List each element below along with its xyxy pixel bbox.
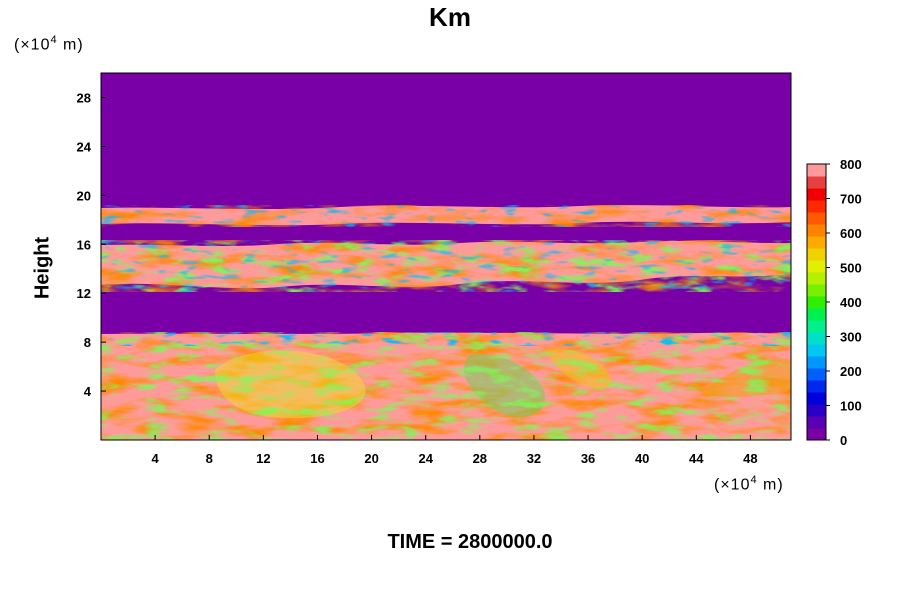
colorbar-tick-label: 200 xyxy=(840,364,862,379)
chart-title: Km xyxy=(429,2,471,32)
colorbar-swatch xyxy=(807,404,826,417)
x-tick-label: 28 xyxy=(473,451,487,466)
x-axis-unit: (×104 m) xyxy=(714,474,784,494)
colorbar-swatch xyxy=(807,224,826,237)
y-unit-prefix: (×10 xyxy=(14,36,51,54)
upper-band xyxy=(101,205,791,227)
colorbar-swatch xyxy=(807,212,826,225)
colorbar-tick-label: 0 xyxy=(840,433,847,448)
colorbar-swatch xyxy=(807,200,826,213)
colorbar-swatch xyxy=(807,272,826,285)
x-unit-prefix: (×10 xyxy=(714,476,751,494)
middle-band xyxy=(101,240,791,292)
y-tick-label: 20 xyxy=(77,188,91,203)
y-tick-label: 16 xyxy=(77,237,91,252)
x-axis-ticks: 4 8 12 16 20 24 28 32 36 40 44 48 xyxy=(152,435,758,466)
colorbar-swatch xyxy=(807,308,826,321)
y-tick-label: 28 xyxy=(77,90,91,105)
colorbar-swatch xyxy=(807,332,826,345)
x-tick-label: 8 xyxy=(206,451,213,466)
colorbar-swatch xyxy=(807,320,826,333)
colorbar-ticks: 0 100 200 300 400 500 600 700 800 xyxy=(826,157,862,448)
y-unit-suffix: m) xyxy=(57,36,84,54)
colorbar-swatch xyxy=(807,248,826,261)
x-tick-label: 20 xyxy=(364,451,378,466)
colorbar-swatch xyxy=(807,188,826,201)
colorbar-swatch xyxy=(807,344,826,357)
y-tick-label: 12 xyxy=(77,286,91,301)
colorbar-swatch xyxy=(807,260,826,273)
x-tick-label: 16 xyxy=(310,451,324,466)
colorbar-swatch xyxy=(807,296,826,309)
colorbar-tick-label: 400 xyxy=(840,295,862,310)
y-tick-label: 4 xyxy=(84,384,92,399)
colorbar-swatch xyxy=(807,380,826,393)
colorbar-tick-label: 700 xyxy=(840,192,862,207)
colorbar-swatch xyxy=(807,356,826,369)
colorbar-tick-label: 100 xyxy=(840,399,862,414)
colorbar-swatch xyxy=(807,164,826,177)
x-tick-label: 36 xyxy=(581,451,595,466)
colorbar-swatch xyxy=(807,284,826,297)
x-tick-label: 40 xyxy=(635,451,649,466)
colorbar-tick-label: 800 xyxy=(840,157,862,172)
time-label: TIME = 2800000.0 xyxy=(387,531,553,553)
colorbar-swatch xyxy=(807,416,826,429)
x-tick-label: 12 xyxy=(256,451,270,466)
colorbar-swatch xyxy=(807,368,826,381)
lower-layer xyxy=(101,332,791,440)
plot-frame xyxy=(100,72,792,441)
x-unit-exponent: 4 xyxy=(750,474,758,486)
y-tick-label: 24 xyxy=(77,139,92,154)
y-tick-label: 8 xyxy=(84,335,91,350)
colorbar-swatch xyxy=(807,176,826,189)
x-unit-suffix: m) xyxy=(757,476,784,494)
x-tick-label: 24 xyxy=(418,451,433,466)
colorbar-tick-label: 500 xyxy=(840,261,862,276)
x-tick-label: 48 xyxy=(743,451,757,466)
colorbar-swatch xyxy=(807,392,826,405)
y-axis-ticks: 4 8 12 16 20 24 28 xyxy=(77,90,106,399)
colorbar-swatch xyxy=(807,428,826,441)
colorbar-tick-label: 600 xyxy=(840,226,862,241)
y-axis-unit: (×104 m) xyxy=(14,34,84,54)
y-unit-exponent: 4 xyxy=(50,34,58,46)
x-tick-label: 4 xyxy=(152,451,160,466)
x-tick-label: 44 xyxy=(689,451,704,466)
colorbar-swatch xyxy=(807,236,826,249)
colorbar xyxy=(806,163,827,441)
x-tick-label: 32 xyxy=(527,451,541,466)
colorbar-tick-label: 300 xyxy=(840,330,862,345)
